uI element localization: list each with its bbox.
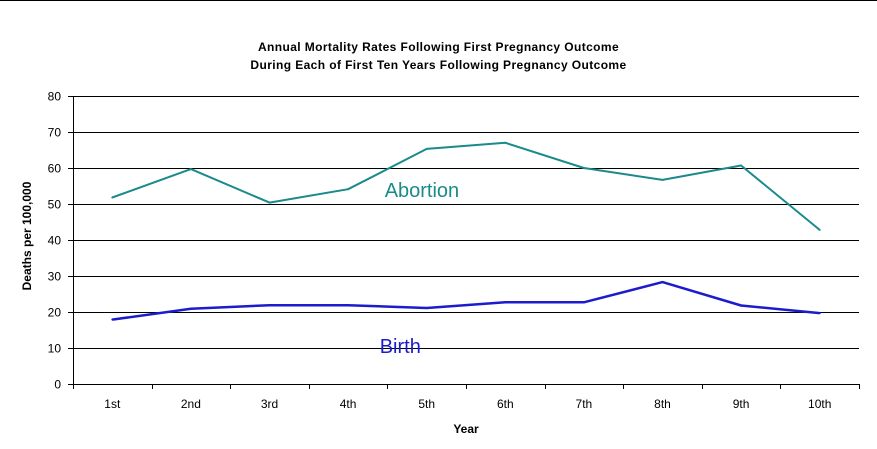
- data-point-abortion: [818, 228, 821, 231]
- x-tick-label-1st: 1st: [104, 397, 121, 411]
- data-point-abortion: [504, 141, 507, 144]
- y-tick-label: 10: [48, 342, 62, 356]
- x-tick-label-4th: 4th: [340, 397, 357, 411]
- x-tick-label-10th: 10th: [808, 397, 831, 411]
- data-point-birth: [425, 307, 428, 310]
- x-tick-label-6th: 6th: [497, 397, 514, 411]
- series-label-birth: Birth: [380, 336, 421, 358]
- x-tick-label-3rd: 3rd: [261, 397, 278, 411]
- chart-subtitle: During Each of First Ten Years Following…: [250, 58, 627, 72]
- y-axis-title: Deaths per 100,000: [20, 181, 34, 290]
- series-line-abortion: [111, 141, 821, 231]
- x-axis-title: Year: [453, 422, 479, 436]
- y-tick-label: 20: [48, 306, 62, 320]
- data-point-abortion: [740, 164, 743, 167]
- data-point-abortion: [661, 178, 664, 181]
- chart-title: Annual Mortality Rates Following First P…: [257, 40, 620, 54]
- data-point-birth: [189, 307, 192, 310]
- y-tick-label: 60: [48, 162, 62, 176]
- x-tick-label-2nd: 2nd: [181, 397, 201, 411]
- x-tick-label-8th: 8th: [654, 397, 671, 411]
- data-point-abortion: [347, 188, 350, 191]
- data-point-birth: [818, 312, 821, 315]
- y-tick-label: 50: [48, 198, 62, 212]
- y-tick-label: 80: [48, 90, 62, 104]
- data-point-abortion: [582, 167, 585, 169]
- series-line-birth: [112, 280, 820, 321]
- y-tick-label: 0: [54, 378, 61, 392]
- x-tick-label-9th: 9th: [733, 397, 750, 411]
- data-point-abortion: [268, 201, 271, 204]
- data-point-birth: [111, 318, 114, 321]
- data-point-birth: [347, 304, 350, 307]
- data-point-birth: [268, 304, 271, 307]
- series-label-abortion: Abortion: [385, 180, 460, 202]
- x-tick-label-7th: 7th: [576, 397, 593, 411]
- data-point-abortion: [111, 196, 114, 199]
- data-point-birth: [504, 301, 507, 304]
- top-border-line: [0, 0, 877, 1]
- data-point-birth: [740, 304, 743, 307]
- y-tick-label: 40: [48, 234, 62, 248]
- data-point-birth: [661, 281, 664, 284]
- y-tick-label: 70: [48, 126, 62, 140]
- x-tick-label-5th: 5th: [418, 397, 435, 411]
- y-tick-label: 30: [48, 270, 62, 284]
- data-point-birth: [582, 301, 585, 304]
- data-point-abortion: [189, 168, 192, 171]
- data-point-abortion: [425, 147, 428, 150]
